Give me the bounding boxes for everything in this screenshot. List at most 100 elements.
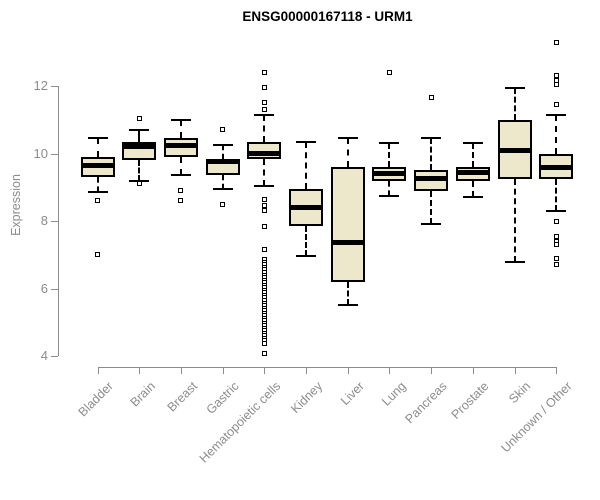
median-line-brain — [122, 144, 157, 150]
lower-whisker-cap-lung — [379, 194, 400, 197]
upper-whisker-cap-pancreas — [421, 137, 442, 140]
upper-whisker-cap-hematopoietic-cells — [254, 113, 275, 116]
upper-whisker-cap-lung — [379, 142, 400, 145]
upper-whisker-brain — [138, 129, 141, 142]
lower-whisker-cap-skin — [504, 260, 525, 263]
upper-whisker-cap-gastric — [212, 144, 233, 147]
outlier-point-bladder — [95, 198, 100, 204]
outlier-point-hematopoietic-cells — [261, 107, 267, 113]
median-line-unknown-other — [539, 164, 574, 170]
x-tick — [389, 367, 391, 374]
upper-whisker-liver — [346, 138, 349, 167]
outlier-point-unknown-other — [553, 82, 559, 88]
lower-whisker-cap-bladder — [87, 191, 108, 194]
upper-whisker-bladder — [96, 138, 99, 157]
x-tick — [431, 367, 433, 374]
outlier-point-hematopoietic-cells — [261, 350, 267, 356]
upper-whisker-cap-kidney — [296, 140, 316, 143]
x-tick — [514, 367, 516, 374]
x-category-label: Bladder — [76, 379, 117, 420]
upper-whisker-cap-brain — [129, 128, 150, 131]
y-tick-label: 8 — [40, 213, 48, 228]
lower-whisker-cap-prostate — [462, 196, 483, 199]
x-category-label: Skin — [506, 379, 534, 407]
lower-whisker-kidney — [305, 226, 307, 257]
median-line-kidney — [289, 205, 323, 210]
lower-whisker-lung — [388, 180, 391, 196]
upper-whisker-skin — [513, 87, 516, 120]
median-line-breast — [163, 142, 198, 148]
upper-whisker-prostate — [471, 143, 474, 167]
median-line-hematopoietic-cells — [247, 151, 282, 156]
lower-whisker-cap-kidney — [296, 255, 316, 258]
outlier-point-hematopoietic-cells — [261, 247, 267, 253]
median-line-liver — [330, 240, 365, 246]
lower-whisker-cap-pancreas — [421, 223, 442, 226]
outlier-point-pancreas — [428, 95, 434, 101]
outlier-point-bladder — [95, 252, 100, 258]
upper-whisker-cap-skin — [504, 86, 525, 89]
outlier-point-hematopoietic-cells — [261, 85, 267, 91]
upper-whisker-cap-liver — [337, 137, 358, 140]
outlier-point-hematopoietic-cells — [261, 196, 267, 202]
y-tick — [51, 221, 58, 222]
box-breast — [163, 138, 198, 157]
outlier-point-brain — [136, 115, 142, 121]
box-liver — [330, 167, 365, 282]
x-tick — [306, 367, 307, 374]
y-tick-label: 12 — [33, 78, 48, 93]
upper-whisker-breast — [179, 119, 182, 139]
lower-whisker-cap-brain — [129, 179, 150, 182]
x-axis-line — [97, 367, 557, 368]
y-tick — [51, 356, 58, 357]
outlier-point-hematopoietic-cells — [261, 70, 267, 75]
upper-whisker-pancreas — [430, 138, 433, 171]
lower-whisker-liver — [346, 281, 349, 306]
outlier-point-unknown-other — [553, 242, 559, 248]
lower-whisker-gastric — [221, 175, 224, 189]
upper-whisker-unknown-other — [555, 114, 558, 154]
outlier-point-hematopoietic-cells — [261, 208, 267, 214]
outlier-point-gastric — [220, 127, 226, 133]
upper-whisker-gastric — [221, 145, 224, 159]
median-line-pancreas — [414, 176, 449, 182]
upper-whisker-cap-prostate — [462, 142, 483, 145]
lower-whisker-prostate — [471, 180, 474, 198]
median-line-skin — [497, 147, 532, 153]
chart-title: ENSG00000167118 - URM1 — [242, 9, 413, 24]
lower-whisker-unknown-other — [555, 178, 558, 211]
lower-whisker-skin — [513, 178, 516, 262]
outlier-point-unknown-other — [553, 233, 559, 239]
x-tick — [472, 367, 474, 374]
lower-whisker-cap-gastric — [212, 187, 233, 190]
lower-whisker-cap-liver — [337, 304, 358, 307]
y-tick — [51, 153, 58, 155]
upper-whisker-lung — [388, 143, 391, 167]
x-tick — [556, 367, 558, 374]
y-tick-label: 6 — [40, 280, 48, 296]
outlier-point-unknown-other — [553, 39, 559, 45]
outlier-point-unknown-other — [553, 255, 559, 261]
y-axis-label-container: Expression — [4, 55, 28, 355]
lower-whisker-bladder — [96, 177, 99, 193]
outlier-point-unknown-other — [553, 218, 559, 224]
median-line-prostate — [455, 169, 490, 175]
upper-whisker-cap-unknown-other — [546, 113, 567, 116]
outlier-point-hematopoietic-cells — [261, 203, 267, 209]
upper-whisker-hematopoietic-cells — [263, 114, 266, 142]
y-tick — [51, 86, 58, 87]
outlier-point-unknown-other — [553, 262, 559, 268]
y-tick-label: 4 — [40, 348, 48, 363]
upper-whisker-cap-bladder — [87, 137, 108, 140]
x-category-label: Kidney — [287, 379, 325, 416]
outlier-point-hematopoietic-cells — [261, 223, 267, 229]
lower-whisker-cap-hematopoietic-cells — [254, 184, 275, 187]
x-category-label: Lung — [378, 379, 409, 409]
y-axis-label: Expression — [9, 174, 23, 236]
outlier-point-gastric — [220, 201, 226, 207]
median-line-gastric — [205, 159, 240, 165]
x-category-label: Gastric — [203, 379, 242, 417]
x-category-label: Breast — [164, 379, 200, 415]
x-tick — [264, 367, 266, 374]
